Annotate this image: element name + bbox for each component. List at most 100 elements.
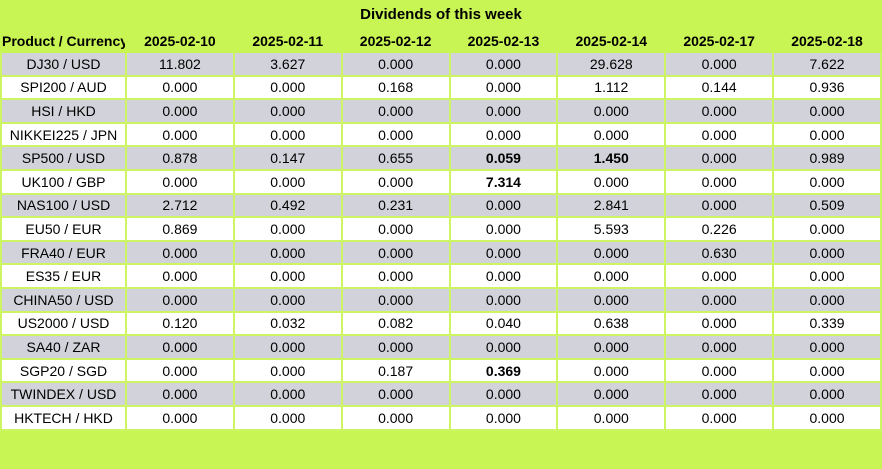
value-cell: 0.000 bbox=[448, 51, 559, 77]
value-cell: 1.450 bbox=[556, 145, 667, 171]
value-cell: 0.226 bbox=[664, 216, 775, 242]
value-cell: 0.000 bbox=[448, 381, 559, 407]
value-cell: 1.112 bbox=[556, 74, 667, 101]
table-row: CHINA50 / USD 0.000 0.000 0.000 0.000 0.000 0.… bbox=[0, 286, 882, 313]
table-row: FRA40 / EUR 0.000 0.000 0.000 0.000 0.000 0.63… bbox=[0, 239, 882, 266]
value-cell: 0.000 bbox=[232, 121, 343, 148]
value-cell: 0.000 bbox=[556, 286, 667, 313]
value-cell: 0.059 bbox=[448, 145, 559, 171]
value-cell: 7.622 bbox=[772, 51, 882, 77]
table-row: US2000 / USD 0.120 0.032 0.082 0.040 0.638 0.0… bbox=[0, 310, 882, 337]
value-cell: 0.000 bbox=[448, 286, 559, 313]
value-cell: 0.000 bbox=[448, 263, 559, 289]
value-cell: 0.869 bbox=[125, 216, 235, 242]
table-row: EU50 / EUR 0.869 0.000 0.000 0.000 5.593 0.226… bbox=[0, 216, 882, 242]
value-cell: 0.000 bbox=[772, 381, 882, 407]
date-header: 2025-02-11 bbox=[232, 28, 343, 53]
product-cell: DJ30 / USD bbox=[0, 51, 127, 77]
value-cell: 0.492 bbox=[232, 192, 343, 219]
value-cell: 0.000 bbox=[448, 239, 559, 266]
value-cell: 0.000 bbox=[556, 357, 667, 384]
table-row: NAS100 / USD 2.712 0.492 0.231 0.000 2.841 0.0… bbox=[0, 192, 882, 219]
value-cell: 0.000 bbox=[664, 98, 775, 124]
value-cell: 0.638 bbox=[556, 310, 667, 337]
value-cell: 0.168 bbox=[340, 74, 451, 101]
value-cell: 0.000 bbox=[125, 381, 235, 407]
value-cell: 0.000 bbox=[232, 286, 343, 313]
value-cell: 0.630 bbox=[664, 239, 775, 266]
value-cell: 0.000 bbox=[448, 404, 559, 431]
value-cell: 0.000 bbox=[232, 404, 343, 431]
value-cell: 0.000 bbox=[340, 216, 451, 242]
value-cell: 0.000 bbox=[448, 74, 559, 101]
value-cell: 0.000 bbox=[772, 263, 882, 289]
value-cell: 29.628 bbox=[556, 51, 667, 77]
value-cell: 0.000 bbox=[772, 404, 882, 431]
value-cell: 0.655 bbox=[340, 145, 451, 171]
value-cell: 0.000 bbox=[340, 263, 451, 289]
value-cell: 0.000 bbox=[556, 121, 667, 148]
value-cell: 0.000 bbox=[340, 286, 451, 313]
date-header: 2025-02-17 bbox=[664, 28, 775, 53]
product-cell: FRA40 / EUR bbox=[0, 239, 127, 266]
header-row: Product / Currency 2025-02-10 2025-02-11 20… bbox=[0, 28, 882, 53]
table-row: SA40 / ZAR 0.000 0.000 0.000 0.000 0.000 0.000… bbox=[0, 334, 882, 360]
value-cell: 0.000 bbox=[448, 192, 559, 219]
value-cell: 0.147 bbox=[232, 145, 343, 171]
value-cell: 2.712 bbox=[125, 192, 235, 219]
value-cell: 0.000 bbox=[772, 286, 882, 313]
value-cell: 0.000 bbox=[448, 121, 559, 148]
product-cell: TWINDEX / USD bbox=[0, 381, 127, 407]
value-cell: 0.339 bbox=[772, 310, 882, 337]
table-row: SPI200 / AUD 0.000 0.000 0.168 0.000 1.112 0.1… bbox=[0, 74, 882, 101]
value-cell: 0.000 bbox=[340, 121, 451, 148]
value-cell: 0.000 bbox=[448, 334, 559, 360]
value-cell: 11.802 bbox=[125, 51, 235, 77]
date-header: 2025-02-12 bbox=[340, 28, 451, 53]
value-cell: 0.000 bbox=[664, 51, 775, 77]
value-cell: 0.000 bbox=[556, 404, 667, 431]
value-cell: 0.000 bbox=[125, 334, 235, 360]
value-cell: 2.841 bbox=[556, 192, 667, 219]
table-row: NIKKEI225 / JPN 0.000 0.000 0.000 0.000 0.000… bbox=[0, 121, 882, 148]
value-cell: 0.878 bbox=[125, 145, 235, 171]
table-row: HSI / HKD 0.000 0.000 0.000 0.000 0.000 0.000 0… bbox=[0, 98, 882, 124]
date-header: 2025-02-18 bbox=[772, 28, 882, 53]
value-cell: 0.000 bbox=[340, 239, 451, 266]
product-cell: SPI200 / AUD bbox=[0, 74, 127, 101]
value-cell: 0.000 bbox=[664, 286, 775, 313]
value-cell: 0.936 bbox=[772, 74, 882, 101]
product-currency-header: Product / Currency bbox=[0, 28, 127, 53]
product-cell: CHINA50 / USD bbox=[0, 286, 127, 313]
product-cell: ES35 / EUR bbox=[0, 263, 127, 289]
product-cell: SGP20 / SGD bbox=[0, 357, 127, 384]
product-cell: NIKKEI225 / JPN bbox=[0, 121, 127, 148]
value-cell: 0.000 bbox=[232, 168, 343, 195]
dividends-grid: Product / Currency 2025-02-10 2025-02-11 20… bbox=[0, 28, 882, 431]
value-cell: 0.000 bbox=[125, 357, 235, 384]
value-cell: 0.000 bbox=[340, 51, 451, 77]
value-cell: 0.040 bbox=[448, 310, 559, 337]
value-cell: 0.032 bbox=[232, 310, 343, 337]
value-cell: 0.187 bbox=[340, 357, 451, 384]
value-cell: 0.000 bbox=[664, 310, 775, 337]
value-cell: 0.000 bbox=[664, 263, 775, 289]
value-cell: 0.000 bbox=[232, 334, 343, 360]
value-cell: 0.000 bbox=[664, 121, 775, 148]
value-cell: 0.000 bbox=[340, 168, 451, 195]
value-cell: 7.314 bbox=[448, 168, 559, 195]
value-cell: 0.000 bbox=[664, 357, 775, 384]
value-cell: 0.231 bbox=[340, 192, 451, 219]
value-cell: 0.000 bbox=[125, 168, 235, 195]
value-cell: 0.000 bbox=[125, 121, 235, 148]
value-cell: 0.000 bbox=[125, 263, 235, 289]
date-header: 2025-02-10 bbox=[125, 28, 235, 53]
value-cell: 0.000 bbox=[232, 263, 343, 289]
value-cell: 0.000 bbox=[664, 168, 775, 195]
value-cell: 0.000 bbox=[772, 168, 882, 195]
value-cell: 0.000 bbox=[232, 74, 343, 101]
value-cell: 0.000 bbox=[340, 334, 451, 360]
value-cell: 0.000 bbox=[125, 74, 235, 101]
value-cell: 0.000 bbox=[125, 404, 235, 431]
value-cell: 5.593 bbox=[556, 216, 667, 242]
